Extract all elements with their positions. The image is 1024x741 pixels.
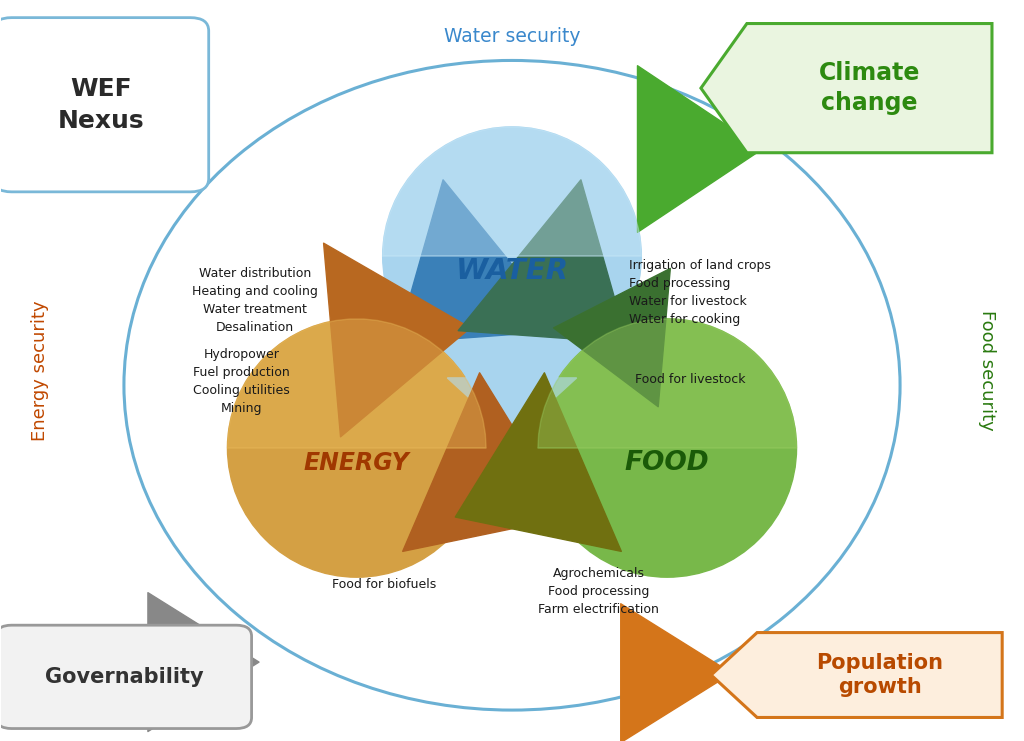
- Text: WATER: WATER: [456, 257, 568, 285]
- Text: Climate
change: Climate change: [819, 61, 921, 116]
- Polygon shape: [383, 127, 641, 256]
- Text: Water security: Water security: [443, 27, 581, 46]
- Text: Hydropower
Fuel production
Cooling utilities
Mining: Hydropower Fuel production Cooling utili…: [193, 348, 290, 415]
- Text: FOOD: FOOD: [625, 450, 710, 476]
- FancyBboxPatch shape: [0, 625, 252, 728]
- FancyBboxPatch shape: [0, 18, 209, 192]
- Text: Agrochemicals
Food processing
Farm electrification: Agrochemicals Food processing Farm elect…: [539, 568, 659, 617]
- Polygon shape: [447, 378, 577, 437]
- Ellipse shape: [383, 127, 641, 385]
- Text: Food security: Food security: [978, 310, 996, 431]
- Ellipse shape: [538, 319, 797, 577]
- Text: Irrigation of land crops
Food processing
Water for livestock
Water for cooking: Irrigation of land crops Food processing…: [630, 259, 771, 327]
- Polygon shape: [711, 633, 1002, 717]
- Polygon shape: [227, 319, 486, 448]
- Text: WEF
Nexus: WEF Nexus: [57, 77, 144, 133]
- Text: Water distribution
Heating and cooling
Water treatment
Desalination: Water distribution Heating and cooling W…: [191, 267, 317, 334]
- Polygon shape: [700, 24, 992, 153]
- Text: Governability: Governability: [45, 667, 203, 687]
- Text: Energy security: Energy security: [31, 300, 49, 441]
- Text: ENERGY: ENERGY: [304, 451, 410, 475]
- Ellipse shape: [227, 319, 486, 577]
- Text: Food for biofuels: Food for biofuels: [332, 578, 436, 591]
- Text: Food for livestock: Food for livestock: [635, 373, 745, 386]
- Polygon shape: [538, 319, 797, 448]
- Text: Population
growth: Population growth: [816, 653, 943, 697]
